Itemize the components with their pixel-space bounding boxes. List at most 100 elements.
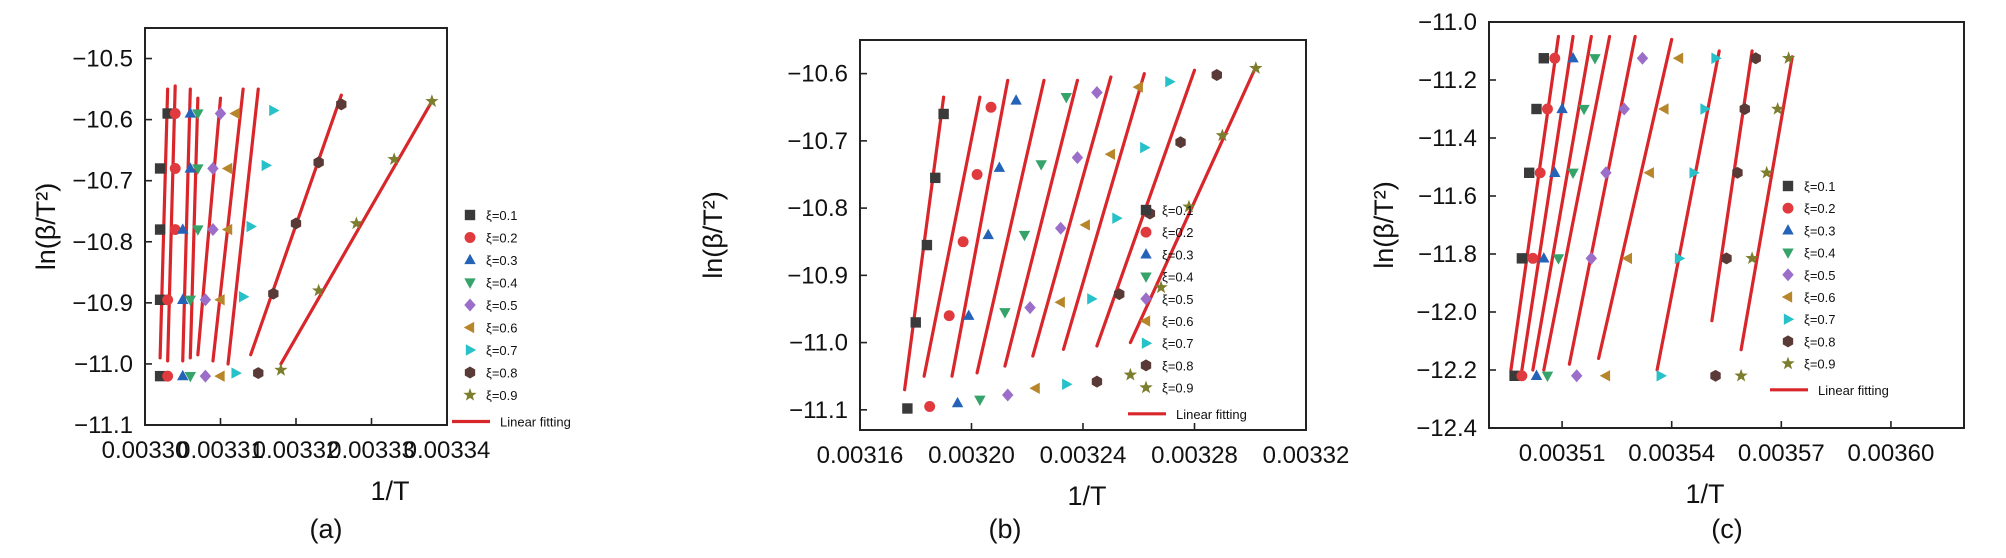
legend-label: ξ=0.2	[1162, 225, 1193, 240]
data-point-s4	[192, 164, 204, 175]
x-axis-label: 1/T	[1067, 481, 1106, 511]
fit-line	[279, 99, 434, 366]
x-tick-label: 0.00332	[253, 437, 340, 464]
legend-label: ξ=0.3	[1162, 247, 1193, 262]
y-tick-label: −10.7	[787, 128, 848, 155]
legend-label: ξ=0.7	[486, 343, 517, 358]
data-point-s2	[924, 401, 936, 412]
data-point-s3	[962, 309, 975, 320]
fit-line	[1509, 34, 1561, 372]
data-point-s6	[221, 223, 233, 236]
fit-line	[1710, 49, 1754, 323]
data-point-s3	[1567, 52, 1579, 63]
data-point-s1	[938, 108, 949, 120]
data-point-s8	[1211, 68, 1222, 81]
fit-line	[1739, 55, 1794, 352]
legend-marker-s5	[1140, 292, 1152, 306]
data-point-s8	[290, 217, 302, 230]
legend-label: ξ=0.8	[1162, 358, 1193, 373]
data-point-s2	[1516, 370, 1528, 382]
data-point-s1	[930, 172, 941, 184]
data-point-s8	[1114, 288, 1125, 301]
data-point-s2	[943, 310, 955, 322]
y-tick-label: −10.5	[72, 46, 133, 73]
legend-marker-s3	[1782, 224, 1794, 235]
data-point-s5	[1618, 102, 1630, 116]
chart-panel-c: 0.00351 0.00354 0.00357 0.00360 −11.0 −11.2 −1…	[1369, 9, 1965, 544]
legend-label: ξ=0.4	[486, 276, 517, 291]
legend-marker-s8	[464, 366, 476, 379]
data-point-s4	[1060, 92, 1072, 104]
legend-label: Linear fitting	[500, 415, 571, 430]
data-point-s6	[229, 107, 240, 120]
data-point-s2	[169, 163, 181, 174]
data-point-s4	[1578, 104, 1590, 116]
y-tick-label: −10.7	[72, 168, 133, 195]
data-point-s8	[313, 156, 324, 169]
data-point-s1	[154, 294, 166, 305]
y-tick-label: −12.0	[1416, 299, 1477, 326]
data-point-s3	[993, 161, 1006, 172]
plot-frame	[1488, 21, 1965, 429]
fit-line	[922, 95, 982, 378]
y-axis-label: ln(β/T²)	[31, 183, 61, 271]
data-point-s9	[387, 152, 401, 165]
data-point-s7	[1656, 370, 1667, 382]
data-point-s3	[1556, 102, 1568, 114]
x-tick-label: 0.00324	[1040, 442, 1127, 469]
y-axis-label: ln(β/T²)	[698, 191, 728, 279]
legend-marker-s7	[1141, 337, 1153, 349]
data-point-s6	[1054, 296, 1065, 308]
x-tick-label: 0.00330	[102, 437, 189, 464]
y-tick-label: −12.2	[1416, 357, 1477, 384]
data-point-s3	[184, 162, 197, 173]
legend-marker-s2	[464, 232, 476, 243]
data-point-s4	[192, 109, 204, 120]
data-point-s3	[1530, 369, 1543, 380]
data-point-s5	[1024, 301, 1036, 315]
data-point-s1	[1516, 253, 1528, 264]
data-point-s6	[214, 370, 225, 382]
y-tick-label: −11.0	[1418, 9, 1477, 36]
x-axis-label: 1/T	[1685, 479, 1724, 509]
data-point-s3	[177, 293, 189, 304]
data-point-s9	[349, 216, 364, 230]
data-point-s8	[1739, 103, 1750, 115]
data-point-s7	[1165, 75, 1176, 88]
legend-marker-s7	[465, 344, 477, 356]
data-point-s5	[1570, 369, 1583, 383]
data-point-s6	[1621, 252, 1633, 265]
data-point-s7	[238, 291, 250, 303]
x-tick-label: 0.00328	[1151, 442, 1238, 469]
x-tick-label: 0.00360	[1848, 440, 1935, 467]
data-point-s4	[974, 395, 986, 406]
data-point-s8	[1710, 369, 1721, 382]
data-point-s8	[268, 287, 279, 300]
data-point-s7	[1689, 167, 1700, 179]
data-point-s9	[1154, 280, 1168, 294]
data-point-s4	[1567, 168, 1579, 180]
legend-label: ξ=0.6	[1162, 314, 1193, 329]
data-point-s6	[214, 294, 225, 306]
legend-label: ξ=0.5	[1162, 292, 1193, 307]
legend-marker-s4	[1782, 248, 1794, 259]
fit-line	[181, 87, 192, 363]
fit-line	[1061, 72, 1146, 351]
data-point-s3	[177, 369, 189, 381]
data-point-s9	[1781, 51, 1796, 64]
data-point-s8	[1750, 52, 1761, 65]
data-point-s7	[1087, 293, 1098, 305]
y-tick-label: −10.8	[72, 229, 133, 256]
legend-marker-s8	[1782, 335, 1794, 348]
data-point-s3	[177, 223, 189, 234]
legend-label: ξ=0.6	[1804, 290, 1835, 305]
legend-marker-s8	[1140, 359, 1152, 372]
y-tick-label: −11.1	[789, 397, 848, 424]
y-tick-label: −11.1	[74, 412, 133, 439]
data-point-s1	[162, 108, 173, 119]
legend-marker-s6	[1781, 291, 1793, 303]
data-point-s6	[1029, 382, 1040, 395]
data-point-s7	[269, 104, 280, 117]
y-tick-label: −11.4	[1418, 125, 1477, 152]
data-point-s9	[311, 283, 326, 297]
